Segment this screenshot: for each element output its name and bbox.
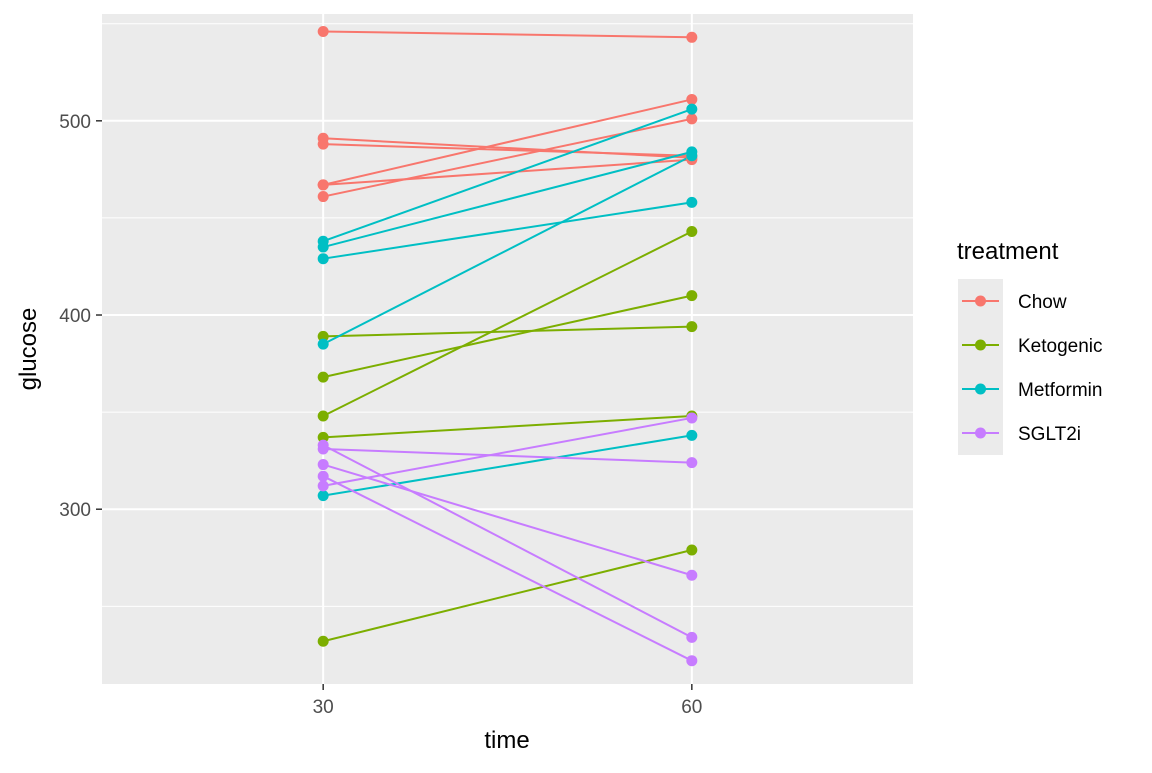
data-point-sglt2i — [317, 459, 329, 471]
x-axis-title: time — [484, 727, 529, 754]
data-point-chow — [317, 191, 329, 203]
series-line-ketogenic — [322, 294, 693, 379]
series-line-sglt2i — [322, 463, 693, 577]
data-point-metformin — [317, 490, 329, 502]
data-point-metformin — [686, 150, 698, 162]
legend-title: treatment — [957, 238, 1059, 265]
legend-keys: Chow Ketogenic Metformin SGLT2i — [958, 279, 1103, 455]
legend-label: Chow — [1018, 292, 1067, 313]
data-point-ketogenic — [686, 290, 698, 302]
data-point-sglt2i — [317, 439, 329, 451]
legend-key-point — [975, 339, 986, 351]
y-tick-label: 500 — [59, 112, 91, 133]
data-point-ketogenic — [317, 431, 329, 443]
data-point-metformin — [686, 103, 698, 115]
data-point-chow — [686, 93, 698, 105]
data-point-metformin — [317, 338, 329, 350]
data-point-ketogenic — [686, 321, 698, 333]
series-line-chow — [323, 143, 692, 157]
legend-item-chow: Chow — [958, 279, 1067, 323]
x-tick-label: 60 — [681, 697, 702, 718]
data-point-sglt2i — [686, 412, 698, 424]
legend-label: Ketogenic — [1018, 336, 1103, 357]
data-point-sglt2i — [317, 470, 329, 482]
series-line-sglt2i — [322, 475, 693, 662]
series-line-sglt2i — [322, 444, 693, 639]
series-line-metformin — [322, 154, 693, 346]
data-points — [317, 25, 698, 667]
data-point-metformin — [686, 429, 698, 441]
series-line-metformin — [323, 434, 692, 497]
legend-key-point — [975, 383, 986, 395]
data-point-chow — [317, 138, 329, 150]
series-line-chow — [323, 158, 692, 186]
series-line-ketogenic — [322, 230, 693, 417]
y-tick-label: 400 — [59, 306, 91, 327]
legend-label: SGLT2i — [1018, 424, 1081, 445]
series-line-metformin — [322, 150, 693, 249]
legend-label: Metformin — [1018, 380, 1102, 401]
data-point-sglt2i — [686, 457, 698, 469]
series-line-chow — [323, 30, 692, 39]
series-line-metformin — [322, 108, 693, 243]
series-line-metformin — [323, 201, 692, 260]
y-axis-title: glucose — [15, 308, 42, 391]
data-point-sglt2i — [686, 631, 698, 643]
legend-key-point — [975, 295, 986, 307]
legend-key-point — [975, 427, 986, 439]
data-point-metformin — [317, 241, 329, 253]
data-point-sglt2i — [317, 480, 329, 492]
legend-item-ketogenic: Ketogenic — [958, 323, 1103, 367]
data-point-ketogenic — [686, 544, 698, 556]
legend-item-metformin: Metformin — [958, 367, 1102, 411]
legend: treatment Chow Ketogenic Metformin SGLT2i — [957, 238, 1103, 455]
data-point-chow — [317, 179, 329, 191]
series-line-sglt2i — [323, 416, 692, 487]
x-tick-label: 30 — [313, 697, 334, 718]
plot-panel — [102, 14, 913, 684]
grid-minor — [102, 23, 913, 607]
series-line-ketogenic — [323, 325, 692, 338]
series-line-ketogenic — [323, 415, 692, 439]
y-tick-label: 300 — [59, 500, 91, 521]
legend-item-sglt2i: SGLT2i — [958, 411, 1081, 455]
data-point-sglt2i — [686, 569, 698, 581]
data-point-chow — [686, 31, 698, 43]
data-point-sglt2i — [686, 655, 698, 667]
data-point-ketogenic — [317, 330, 329, 342]
data-point-ketogenic — [317, 371, 329, 383]
data-point-ketogenic — [686, 226, 698, 238]
tick-labels: 300 400 500 30 60 — [59, 112, 702, 718]
series-line-sglt2i — [323, 448, 692, 464]
series-line-chow — [322, 98, 693, 186]
series-line-ketogenic — [322, 549, 693, 643]
data-point-chow — [686, 113, 698, 125]
data-point-metformin — [317, 253, 329, 265]
axis-ticks — [96, 120, 693, 690]
data-lines — [322, 30, 693, 662]
data-point-metformin — [686, 196, 698, 208]
data-point-ketogenic — [317, 635, 329, 647]
data-point-ketogenic — [317, 410, 329, 422]
data-point-chow — [317, 25, 329, 37]
